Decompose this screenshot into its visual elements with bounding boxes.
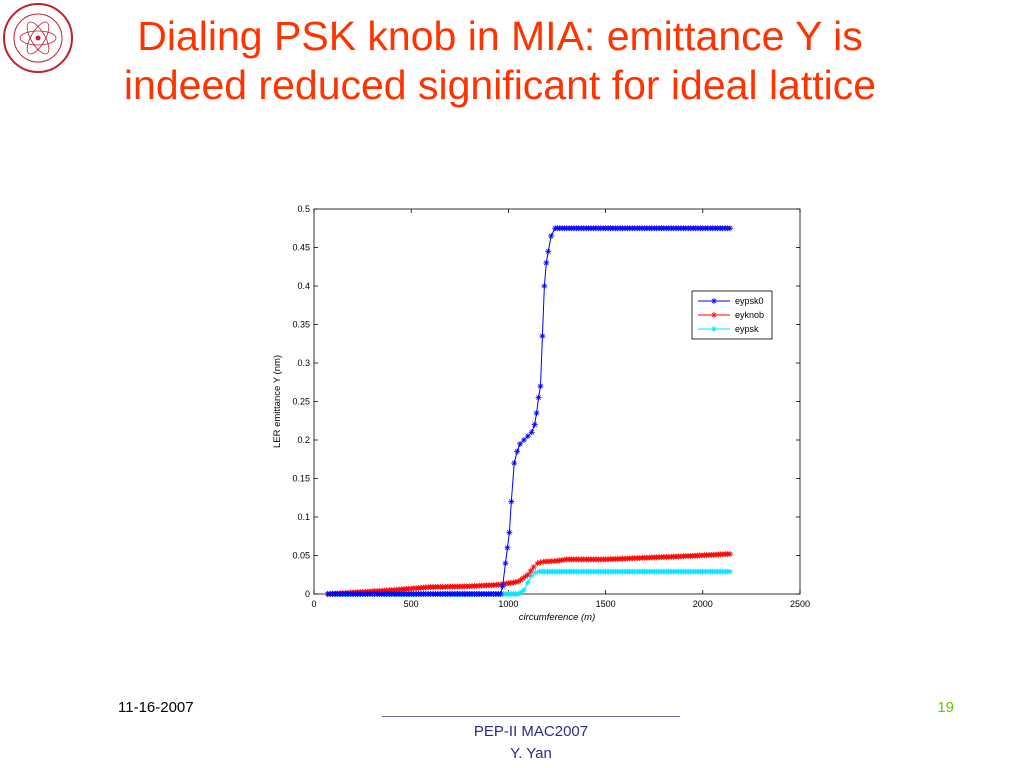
footer-author: Y. Yan	[510, 745, 552, 762]
data-point-eyknob	[524, 571, 531, 578]
data-point-eypsk0	[537, 383, 544, 390]
legend-marker-eypsk	[711, 326, 717, 332]
series-line-eypsk0	[327, 227, 731, 595]
slac-logo	[3, 3, 73, 73]
legend-marker-eypsk0	[711, 298, 717, 304]
legend-marker-eyknob	[711, 312, 717, 318]
y-tick-label: 0.35	[292, 320, 310, 330]
data-point-eypsk0	[517, 440, 524, 447]
series-layer	[324, 225, 734, 597]
plot-frame	[313, 208, 801, 595]
page-number: 19	[937, 699, 954, 716]
legend: eypsk0 eyknob eypsk	[691, 290, 773, 340]
data-point-eypsk0	[541, 283, 548, 289]
data-point-eypsk0	[514, 448, 521, 455]
data-point-eypsk0	[504, 544, 511, 551]
y-axis-label: LER emittance Y (nm)	[272, 355, 283, 448]
series-eypsk0	[324, 225, 734, 597]
x-tick-label: 2000	[693, 599, 713, 609]
data-point-eypsk0	[528, 429, 535, 436]
y-tick-label: 0.4	[297, 281, 310, 291]
data-point-eypsk	[528, 572, 535, 579]
data-point-eypsk0	[531, 421, 538, 428]
data-point-eyknob	[534, 560, 541, 567]
data-point-eypsk	[524, 579, 531, 586]
data-point-eypsk0	[548, 232, 555, 239]
data-point-eypsk0	[727, 225, 734, 232]
legend-label-eyknob: eyknob	[735, 310, 764, 320]
data-point-eypsk0	[545, 248, 552, 255]
data-point-eypsk0	[535, 394, 542, 401]
data-point-eypsk	[532, 569, 539, 576]
x-tick-label: 0	[311, 599, 316, 609]
marker-eyknob	[527, 567, 534, 574]
data-point-eypsk0	[524, 433, 531, 440]
data-point-eypsk0	[508, 498, 515, 505]
x-tick-label: 1000	[498, 599, 518, 609]
x-tick-label: 1500	[596, 599, 616, 609]
x-tick-label: 500	[404, 599, 419, 609]
footer-conference: PEP-II MAC2007	[473, 723, 589, 740]
data-point-eyknob	[727, 550, 734, 557]
legend-label-eypsk0: eypsk0	[735, 296, 764, 306]
data-point-eypsk0	[539, 333, 546, 340]
y-tick-label: 0.3	[297, 358, 310, 368]
x-axis-label: circumference (m)	[519, 612, 596, 623]
data-point-eypsk0	[533, 410, 540, 417]
y-tick-label: 0.45	[292, 243, 310, 253]
y-tick-label: 0.15	[292, 474, 310, 484]
footer-divider	[382, 716, 680, 717]
data-point-eypsk0	[543, 259, 550, 266]
y-tick-label: 0.05	[292, 551, 310, 561]
data-point-eypsk	[520, 587, 527, 594]
footer-date: 11-16-2007	[118, 699, 194, 716]
data-point-eypsk0	[502, 560, 509, 567]
series-eyknob	[324, 550, 734, 597]
data-point-eypsk0	[497, 591, 504, 597]
marker-eypsk	[518, 589, 525, 596]
title-line-2: indeed reduced significant for ideal lat…	[123, 62, 877, 108]
x-tick-label: 2500	[790, 599, 810, 609]
emittance-chart: 0 500 1000 1500 2000 2500 0 0.05 0.1 0.15 0.2 0.25 0…	[272, 204, 810, 623]
data-point-eypsk0	[511, 460, 518, 467]
y-tick-label: 0	[305, 589, 310, 599]
data-point-eyknob	[530, 564, 537, 571]
title-line-1: Dialing PSK knob in MIA: emittance Y is	[137, 13, 863, 59]
legend-label-eypsk: eypsk	[735, 324, 759, 334]
data-point-eypsk0	[506, 529, 513, 536]
data-point-eypsk	[727, 568, 734, 575]
axes: 0 500 1000 1500 2000 2500 0 0.05 0.1 0.15 0.2 0.25 0…	[272, 204, 810, 623]
y-tick-label: 0.2	[297, 435, 310, 445]
y-tick-label: 0.1	[297, 512, 310, 522]
y-tick-label: 0.25	[292, 397, 310, 407]
slide-title: Dialing PSK knob in MIA: emittance Y is …	[70, 12, 930, 110]
data-point-eypsk0	[499, 583, 506, 590]
y-tick-label: 0.5	[297, 204, 310, 214]
data-point-eypsk0	[520, 437, 527, 443]
